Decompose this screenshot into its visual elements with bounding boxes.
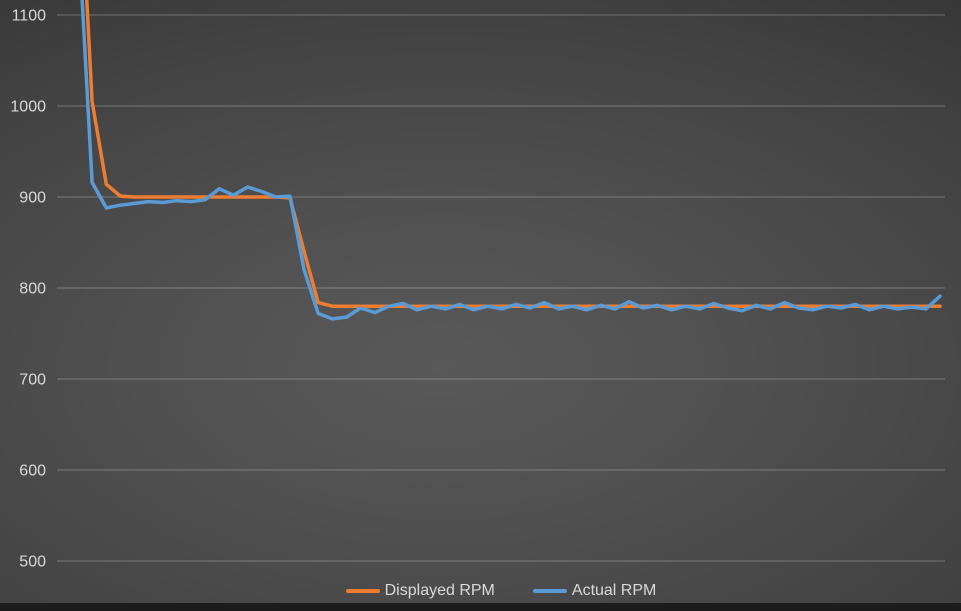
y-axis-label-600: 600 [19,463,46,480]
series-line-displayed-rpm[interactable] [78,0,942,308]
bottom-edge-bar [0,603,961,611]
legend-item-actual-rpm[interactable]: Actual RPM [532,582,657,599]
legend-swatch-actual-rpm [532,589,567,593]
legend-swatch-displayed-rpm [345,589,380,593]
y-axis-label-1000: 1000 [10,99,46,116]
y-axis-label-1100: 1100 [12,8,47,25]
y-axis-label-900: 900 [19,190,46,207]
y-axis-label-800: 800 [19,281,46,298]
legend-label-displayed-rpm: Displayed RPM [384,582,495,599]
chart-legend: Displayed RPM Actual RPM [57,580,945,602]
series-line-actual-rpm[interactable] [78,0,942,321]
legend-item-displayed-rpm[interactable]: Displayed RPM [345,582,495,599]
y-axis-label-700: 700 [19,372,46,389]
y-axis-label-500: 500 [19,554,46,571]
legend-label-actual-rpm: Actual RPM [571,582,657,599]
